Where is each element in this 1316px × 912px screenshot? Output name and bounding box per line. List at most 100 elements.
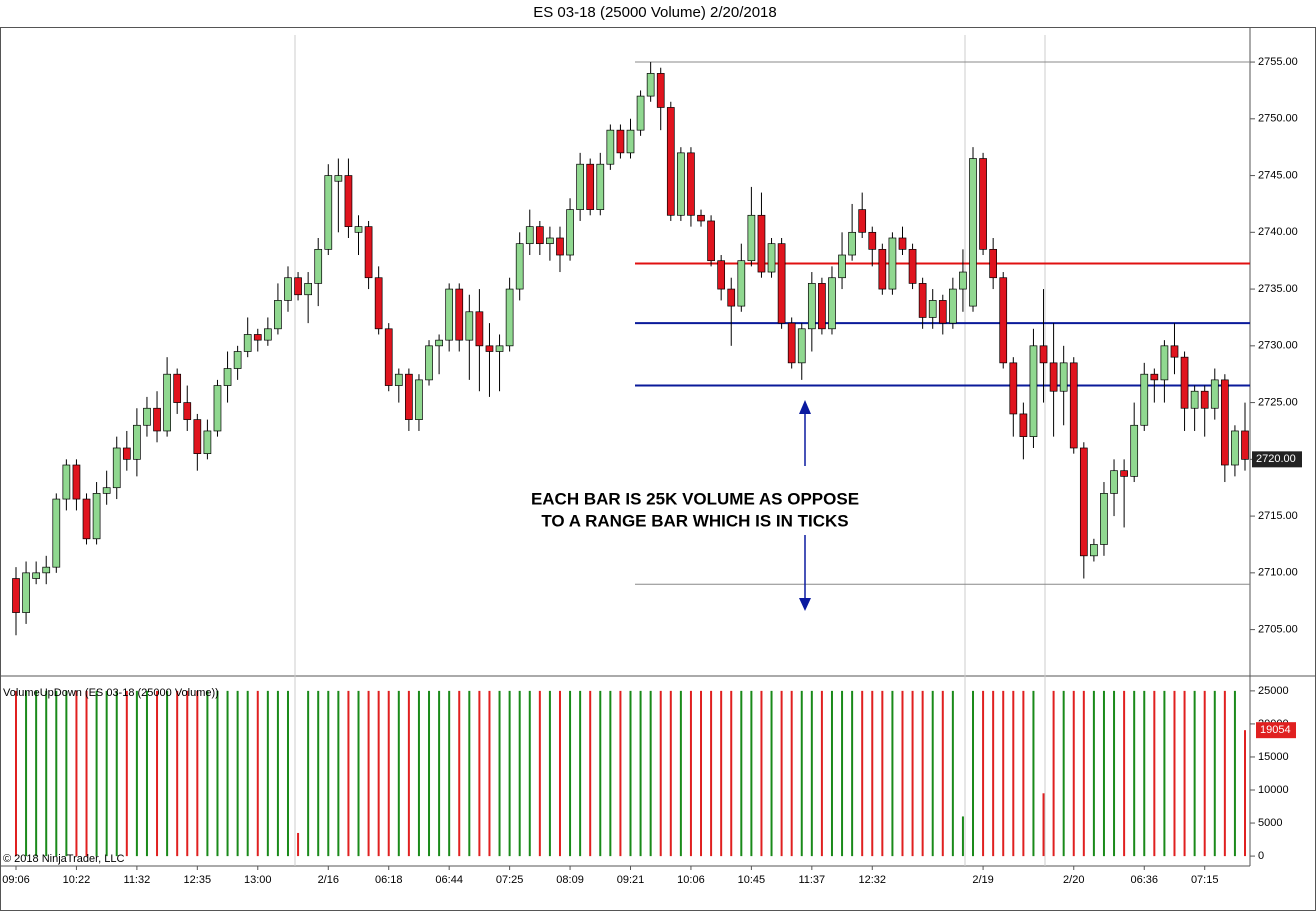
candle-body (666, 107, 675, 216)
candle-body (868, 231, 877, 250)
x-tick-label: 10:45 (738, 874, 766, 886)
y-tick-label: 2725.00 (1258, 396, 1298, 408)
candle-body (1200, 390, 1209, 409)
candle-body (163, 373, 171, 432)
candle-body (949, 288, 957, 324)
candle-body (112, 447, 121, 489)
chart-title: ES 03-18 (25000 Volume) 2/20/2018 (533, 4, 777, 21)
marks: 2705.00 2710.00 2715.00 2720.00 2725.00 2730.… (2, 56, 1298, 886)
candle-body (394, 373, 403, 386)
last-volume-label: 19054 (1260, 724, 1291, 736)
candle-body (687, 152, 695, 216)
candle-body (405, 373, 413, 420)
y-tick-label: 2715.00 (1258, 510, 1298, 522)
y-tick-label: 25000 (1258, 685, 1289, 697)
candle-body (1241, 430, 1249, 460)
candle-body (294, 277, 302, 296)
candle-body (344, 175, 353, 227)
candle-body (525, 226, 534, 245)
candle-body (133, 424, 141, 460)
candle-body (697, 214, 705, 222)
candle-body (546, 237, 554, 245)
candle-body (838, 254, 846, 279)
candle-body (334, 175, 343, 182)
candle-body (888, 237, 897, 290)
candle-body (626, 129, 635, 154)
candle-body (1190, 390, 1199, 409)
candle-body (606, 129, 615, 165)
candle-body (32, 572, 40, 579)
candle-body (384, 328, 393, 386)
candle-body (445, 288, 454, 341)
x-tick-label: 10:06 (677, 874, 705, 886)
candle-body (717, 260, 726, 290)
candle-body (223, 368, 232, 386)
y-tick-label: 2735.00 (1258, 283, 1298, 295)
candle-body (153, 407, 161, 432)
candle-body (253, 334, 262, 341)
candle-body (1160, 345, 1169, 381)
candle-body (1039, 345, 1048, 364)
candle-body (979, 158, 987, 250)
x-tick-label: 13:00 (244, 874, 272, 886)
candle-body (455, 288, 464, 341)
x-tick-label: 11:37 (798, 874, 825, 886)
candle-body (677, 152, 685, 216)
candle-body (354, 226, 363, 233)
candle-body (475, 311, 484, 347)
candle-body (828, 277, 836, 330)
candle-body (1120, 470, 1128, 477)
candle-body (314, 248, 323, 284)
candle-body (898, 237, 907, 250)
candle-body (1210, 379, 1219, 409)
x-tick-label: 12:32 (859, 874, 887, 886)
y-tick-label: 15000 (1258, 751, 1289, 763)
candle-body (807, 283, 816, 330)
indicator-title: VolumeUpDown (ES 03-18 (25000 Volume)) (3, 687, 219, 699)
candle-body (959, 271, 967, 290)
candle-body (908, 248, 917, 284)
candle-body (304, 283, 312, 296)
candle-body (999, 277, 1008, 364)
candle-body (1009, 362, 1018, 415)
candle-body (1059, 362, 1068, 392)
candle-body (143, 407, 151, 426)
y-tick-label: 2740.00 (1258, 226, 1298, 238)
candle-body (1130, 424, 1139, 477)
candle-body (797, 328, 806, 364)
candle-body (858, 209, 867, 233)
candle-body (52, 498, 61, 568)
candle-body (243, 334, 252, 352)
candle-body (465, 311, 474, 341)
annotation: TO A RANGE BAR WHICH IS IN TICKS (541, 511, 848, 530)
candle-body (364, 226, 373, 279)
candle-body (183, 402, 192, 420)
x-tick-label: 07:25 (496, 874, 524, 886)
candle-body (767, 243, 776, 273)
x-tick-label: 06:36 (1130, 874, 1158, 886)
candle-body (425, 345, 433, 381)
y-tick-label: 10000 (1258, 784, 1289, 796)
candle-body (1140, 373, 1149, 426)
candle-body (586, 163, 595, 210)
candle-body (969, 158, 977, 307)
candle-body (233, 351, 242, 369)
candle-body (596, 163, 605, 210)
candle-body (848, 231, 856, 256)
candle-body (274, 300, 282, 330)
candle-body (878, 248, 887, 290)
y-tick-label: 5000 (1258, 817, 1282, 829)
y-tick-label: 2705.00 (1258, 624, 1298, 636)
candle-body (1079, 447, 1088, 557)
x-tick-label: 2/19 (972, 874, 993, 886)
candle-body (435, 339, 443, 347)
candle-body (1180, 356, 1189, 409)
candle-body (1110, 470, 1118, 494)
candle-body (324, 175, 333, 250)
candle-body (556, 237, 564, 256)
candle-body (1049, 362, 1058, 392)
y-tick-label: 2750.00 (1258, 113, 1298, 125)
y-tick-label: 2710.00 (1258, 567, 1298, 579)
candle-body (122, 447, 131, 460)
